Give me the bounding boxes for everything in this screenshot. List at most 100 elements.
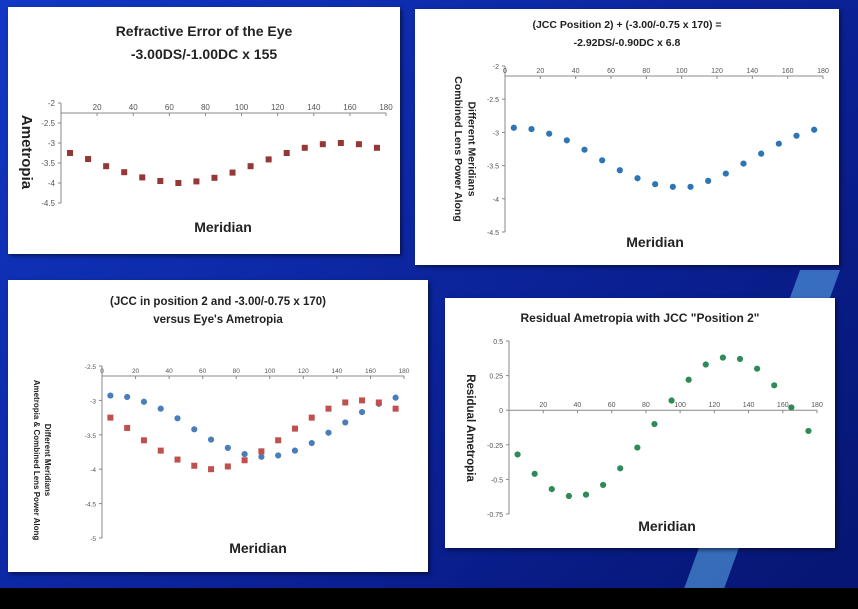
y-tick-label: -0.75 [487,512,503,519]
x-tick-label: 160 [777,402,789,409]
data-point-combined-lens [599,157,606,164]
y-tick-label: -3 [48,139,56,148]
data-point-combined-lens [793,132,800,139]
data-point-combined-lens [157,405,164,412]
y-tick-label: -3.5 [85,433,97,440]
chart-svg-3: Residual Ametropia with JCC "Position 2"… [464,311,823,534]
data-point-eye [325,405,332,412]
chart-panel-combined-lens-power: (JCC Position 2) + (-3.00/-0.75 x 170) =… [415,9,839,265]
data-point-residual [702,361,709,368]
data-point-combined-lens [124,393,131,401]
x-tick-label: 140 [331,368,342,375]
data-point-residual [514,451,521,458]
y-axis-label-line2: Different Meridians [466,101,478,196]
x-tick-label: 80 [642,68,650,75]
x-tick-label: 80 [233,368,241,375]
y-tick-label: -0.25 [487,443,503,450]
y-tick-label: -4.5 [85,502,97,509]
x-tick-label: 20 [132,368,140,375]
x-axis-label: Meridian [638,518,696,534]
x-tick-label: 120 [271,103,285,112]
data-point-eye [373,144,380,151]
x-axis-label: Meridian [229,540,287,556]
x-tick-label: 20 [536,68,544,75]
y-axis-label-group: Residual Ametropia [464,374,476,482]
data-point-combined-lens [207,436,215,443]
data-point-eye [359,397,366,404]
bottom-black-band [0,588,858,609]
data-point-combined-lens [258,453,265,460]
x-tick-label: 60 [199,368,207,375]
x-tick-label: 40 [574,402,582,409]
y-tick-label: -2 [493,64,499,71]
chart-svg-1: (JCC Position 2) + (-3.00/-0.75 x 170) =… [452,19,829,250]
y-tick-label: -3.5 [487,164,499,171]
data-point-residual [617,465,624,472]
y-tick-label: -2.5 [41,119,55,128]
x-tick-label: 40 [572,68,580,75]
y-tick-label: -4.5 [487,230,499,237]
data-point-eye [392,405,399,412]
data-point-eye [211,174,218,181]
data-point-residual [531,470,538,477]
data-point-eye [175,180,182,186]
x-tick-label: 80 [642,402,650,409]
data-point-combined-lens [191,426,198,433]
data-point-combined-lens [811,126,818,133]
x-tick-label: 120 [711,68,723,75]
data-point-residual [805,427,812,435]
data-point-eye [375,399,382,406]
data-point-eye [319,141,326,148]
data-point-eye [67,150,74,156]
x-tick-label: 60 [608,402,616,409]
chart-title: Residual Ametropia with JCC "Position 2" [521,311,760,325]
x-tick-label: 40 [165,368,173,375]
data-point-combined-lens [528,125,535,133]
data-point-residual [548,485,555,493]
y-tick-label: -5 [90,536,96,543]
chart-subtitle: -3.00DS/-1.00DC x 155 [131,46,278,62]
y-tick-label: 0 [499,408,503,415]
data-point-residual [565,492,572,500]
data-point-eye [275,437,282,444]
data-point-combined-lens [634,175,641,182]
data-point-eye [355,141,362,148]
y-tick-label: -2 [48,99,56,108]
x-tick-label: 100 [674,402,686,409]
data-point-combined-lens [140,398,148,405]
data-point-combined-lens [224,444,231,451]
data-point-residual [685,376,692,383]
x-tick-label: 100 [676,68,688,75]
x-tick-label: 120 [708,402,720,409]
data-point-combined-lens [325,429,332,436]
x-tick-label: 40 [129,103,138,112]
y-tick-label: 0.5 [493,339,503,346]
data-point-combined-lens [107,392,114,399]
x-tick-label: 180 [817,68,829,75]
x-tick-label: 20 [539,402,547,409]
y-tick-label: -0.5 [491,477,503,484]
data-point-residual [600,481,607,489]
data-point-combined-lens [581,146,588,153]
x-tick-label: 180 [811,402,823,409]
chart-svg-0: Refractive Error of the Eye -3.00DS/-1.00… [18,23,393,235]
y-tick-label: -2.5 [85,364,97,371]
data-point-combined-lens [174,415,181,422]
x-axis-label: Meridian [626,234,684,250]
x-tick-label: 180 [379,103,393,112]
y-tick-label: -3 [493,130,499,137]
data-point-eye [208,466,215,473]
data-point-combined-lens [563,137,570,144]
data-point-combined-lens [241,450,248,458]
data-point-eye [107,414,114,421]
data-point-residual [771,382,778,389]
data-point-eye [342,399,349,406]
data-point-eye [337,140,344,146]
x-tick-label: 100 [264,368,275,375]
chart-panel-residual-ametropia: Residual Ametropia with JCC "Position 2"… [445,298,835,548]
x-tick-label: 0 [503,68,507,75]
data-point-combined-lens [616,167,623,174]
data-point-combined-lens [652,181,659,188]
data-point-residual [788,404,795,411]
data-point-eye [193,178,200,185]
